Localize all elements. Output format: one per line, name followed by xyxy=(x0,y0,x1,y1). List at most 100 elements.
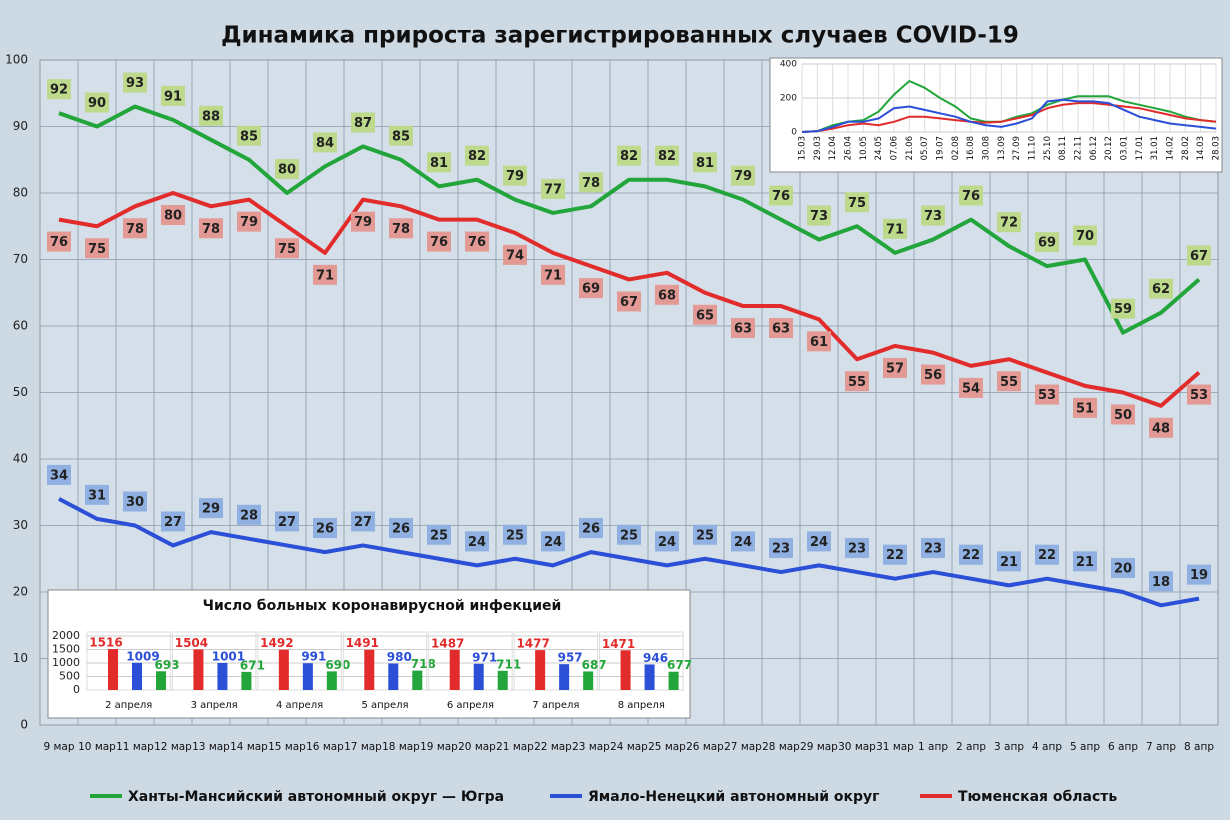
legend-label: Тюменская область xyxy=(958,789,1117,805)
x-tick-label: 25 мар xyxy=(648,741,686,753)
x-tick-label: 08.11 xyxy=(1058,136,1068,160)
data-label-box xyxy=(313,132,337,153)
x-tick-label: 23 мар xyxy=(572,741,610,753)
data-label-box xyxy=(351,211,375,232)
x-tick-label: 8 апр xyxy=(1184,741,1214,753)
bar xyxy=(156,671,166,690)
data-label: 34 xyxy=(50,468,68,483)
category-box xyxy=(257,631,342,691)
data-label: 20 xyxy=(1114,562,1132,577)
data-label-box xyxy=(389,125,413,146)
data-label: 80 xyxy=(164,209,182,224)
data-label: 22 xyxy=(1038,548,1056,563)
x-tick-label: 5 апреля xyxy=(361,700,408,711)
data-label-box xyxy=(655,284,679,305)
x-tick-label: 27.09 xyxy=(1012,136,1022,160)
data-label: 71 xyxy=(544,268,562,283)
data-label: 75 xyxy=(278,242,296,257)
data-label: 24 xyxy=(810,535,828,550)
x-tick-label: 29.03 xyxy=(813,136,823,160)
x-tick-label: 25.10 xyxy=(1043,136,1053,160)
y-tick-label: 1500 xyxy=(52,643,80,656)
data-label: 24 xyxy=(544,535,562,550)
x-tick-label: 15.03 xyxy=(798,136,808,160)
bar xyxy=(193,649,204,690)
data-label: 18 xyxy=(1152,575,1170,590)
data-label-box xyxy=(427,524,451,545)
data-label-box xyxy=(427,152,451,173)
data-label: 1491 xyxy=(346,636,379,650)
data-label: 62 xyxy=(1152,282,1170,297)
x-tick-label: 24.05 xyxy=(874,136,884,160)
data-label-box xyxy=(845,538,869,559)
data-label-box xyxy=(237,504,261,525)
data-label: 23 xyxy=(848,542,866,557)
category-box xyxy=(86,631,171,691)
data-label-box xyxy=(1149,571,1173,592)
data-label-box xyxy=(921,364,945,385)
data-label: 19 xyxy=(1190,568,1208,583)
data-label: 82 xyxy=(658,149,676,164)
bar xyxy=(278,649,289,690)
data-label: 21 xyxy=(1000,555,1018,570)
x-tick-label: 3 апр xyxy=(994,741,1024,753)
data-label-box xyxy=(47,464,71,485)
x-tick-label: 20.12 xyxy=(1104,136,1114,160)
y-tick-label: 90 xyxy=(13,119,28,133)
x-tick-label: 14 мар xyxy=(230,741,268,753)
x-tick-label: 18 мар xyxy=(382,741,420,753)
data-label-box xyxy=(123,491,147,512)
series-line xyxy=(58,104,1201,335)
y-tick-label: 1000 xyxy=(52,656,80,669)
data-label: 1516 xyxy=(89,636,122,650)
x-tick-label: 19.07 xyxy=(936,136,946,160)
data-label: 80 xyxy=(278,163,296,178)
data-label-box xyxy=(47,231,71,252)
data-label: 718 xyxy=(411,657,436,671)
x-tick-label: 13.09 xyxy=(997,136,1007,160)
data-label: 980 xyxy=(387,650,412,664)
inset-title: Число больных коронавирусной инфекцией xyxy=(203,598,562,614)
data-label-box xyxy=(1187,245,1211,266)
data-label: 23 xyxy=(924,542,942,557)
data-label-box xyxy=(959,185,983,206)
series-line xyxy=(801,98,1217,133)
x-tick-label: 9 мар xyxy=(43,741,74,753)
bar xyxy=(388,663,399,690)
data-label: 63 xyxy=(772,322,790,337)
x-tick-label: 1 апр xyxy=(918,741,948,753)
y-tick-label: 40 xyxy=(13,452,28,466)
data-label: 22 xyxy=(962,548,980,563)
data-label-box xyxy=(731,318,755,339)
y-tick-label: 2000 xyxy=(52,629,80,642)
data-label: 711 xyxy=(496,657,521,671)
data-label: 22 xyxy=(886,548,904,563)
x-tick-label: 30.08 xyxy=(982,136,992,160)
data-label-box xyxy=(351,511,375,532)
data-label: 24 xyxy=(734,535,752,550)
y-tick-label: 70 xyxy=(13,252,28,266)
data-label-box xyxy=(1073,551,1097,572)
data-label: 79 xyxy=(354,215,372,230)
data-label: 687 xyxy=(582,658,607,672)
x-tick-label: 3 апреля xyxy=(191,700,238,711)
data-label: 26 xyxy=(316,522,334,537)
data-label-box xyxy=(579,518,603,539)
y-tick-label: 0 xyxy=(73,683,80,696)
data-label: 1471 xyxy=(602,637,635,651)
x-tick-label: 28.03 xyxy=(1212,136,1222,160)
category-box xyxy=(428,631,513,691)
data-label-box xyxy=(465,231,489,252)
x-tick-label: 21 мар xyxy=(496,741,534,753)
data-label-box xyxy=(275,159,299,179)
x-tick-label: 16 мар xyxy=(306,741,344,753)
bar xyxy=(644,664,655,690)
data-label: 85 xyxy=(392,129,410,144)
data-label: 59 xyxy=(1114,302,1132,317)
data-label-box xyxy=(693,524,717,545)
data-label: 25 xyxy=(696,528,714,543)
data-label-box xyxy=(465,531,489,552)
data-label: 50 xyxy=(1114,408,1132,423)
data-label: 79 xyxy=(734,169,752,184)
